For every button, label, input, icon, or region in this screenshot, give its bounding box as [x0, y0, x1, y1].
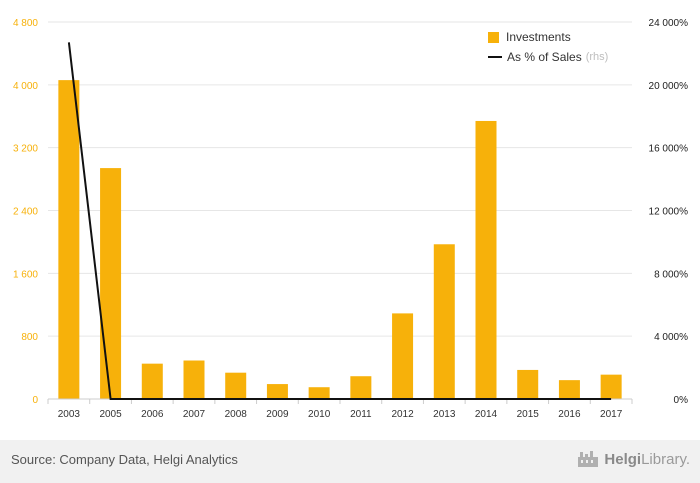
y-right-tick-label: 0%	[674, 395, 689, 406]
legend-item-ratio[interactable]: As % of Sales (rhs)	[488, 47, 608, 67]
y-left-tick-label: 800	[21, 332, 38, 343]
legend: Investments As % of Sales (rhs)	[488, 27, 608, 67]
legend-item-investments[interactable]: Investments	[488, 27, 608, 47]
y-right-tick-label: 8 000%	[654, 269, 688, 280]
x-tick-label: 2013	[433, 409, 456, 420]
brand-suffix: Library.	[641, 450, 690, 468]
bar-investments-2012	[392, 313, 414, 399]
y-right-tick-label: 24 000%	[649, 18, 689, 29]
bar-investments-2007	[183, 360, 205, 399]
helgi-library-logo[interactable]: HelgiLibrary.	[576, 449, 690, 469]
legend-label-investments: Investments	[506, 30, 571, 44]
bar-investments-2014	[475, 120, 497, 400]
bar-investments-2017	[600, 374, 622, 399]
y-left-tick-label: 4 000	[13, 81, 38, 92]
brand-prefix: Helgi	[604, 450, 642, 468]
bar-investments-2016	[558, 380, 580, 399]
y-right-tick-label: 12 000%	[649, 207, 689, 218]
x-tick-label: 2007	[183, 409, 206, 420]
bar-investments-2006	[141, 363, 163, 399]
legend-note-rhs: (rhs)	[585, 51, 609, 63]
chart: 0 0% 800 4 000% 1 600 8 000% 2 400 12 000% 3 200…	[13, 18, 689, 420]
x-tick-label: 2008	[225, 409, 248, 420]
x-tick-label: 2014	[475, 409, 498, 420]
bar-investments-2005	[100, 168, 122, 399]
y-left-tick-label: 1 600	[13, 269, 38, 280]
y-left-tick-label: 2 400	[13, 207, 38, 218]
bar-investments-2010	[308, 387, 330, 399]
x-tick-label: 2009	[266, 409, 289, 420]
x-tick-label: 2011	[350, 409, 372, 420]
brand-text: HelgiLibrary.	[604, 451, 690, 468]
source-text: Source: Company Data, Helgi Analytics	[11, 452, 238, 467]
y-left-tick-label: 3 200	[13, 144, 38, 155]
x-tick-label: 2003	[58, 409, 81, 420]
x-tick-label: 2017	[600, 409, 623, 420]
bar-investments-2011	[350, 376, 372, 399]
bar-investments-2003	[58, 80, 80, 399]
x-tick-label: 2006	[141, 409, 164, 420]
y-left-tick-label: 0	[32, 395, 38, 406]
x-tick-label: 2016	[558, 409, 581, 420]
bar-investments-2013	[433, 244, 455, 399]
y-right-tick-label: 16 000%	[649, 144, 689, 155]
legend-label-ratio: As % of Sales	[507, 50, 582, 64]
factory-icon	[578, 451, 599, 467]
legend-swatch-investments	[488, 31, 499, 43]
bar-investments-2009	[266, 384, 288, 399]
bar-investments-2015	[517, 369, 539, 399]
legend-swatch-ratio	[488, 56, 502, 58]
x-tick-label: 2010	[308, 409, 331, 420]
y-right-tick-label: 4 000%	[654, 332, 688, 343]
x-tick-label: 2015	[517, 409, 540, 420]
y-left-tick-label: 4 800	[13, 18, 38, 29]
x-tick-label: 2012	[391, 409, 414, 420]
x-tick-label: 2005	[99, 409, 122, 420]
line-as-pct-of-sales	[67, 42, 612, 400]
y-right-tick-label: 20 000%	[649, 81, 689, 92]
bar-investments-2008	[225, 372, 247, 399]
